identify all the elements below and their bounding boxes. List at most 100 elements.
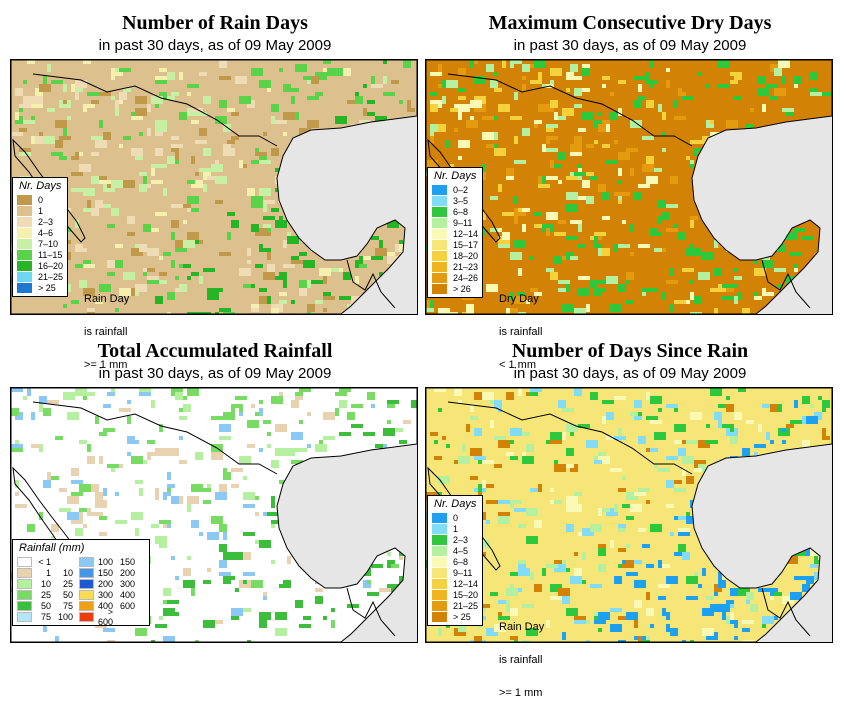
map-canvas [426, 388, 832, 642]
legend-item: 9–11 [432, 567, 478, 578]
legend-swatch [17, 556, 32, 567]
legend-swatch [432, 283, 447, 294]
legend-total-rainfall: Rainfall (mm) < 1 1 10 10 25 25 50 50 75 75 100 10… [12, 539, 150, 627]
legend-item: 400 600 [79, 600, 135, 611]
map-canvas [11, 60, 417, 314]
legend-swatch [17, 611, 32, 622]
legend-swatch [432, 239, 447, 250]
legend-swatch [432, 512, 447, 523]
legend-swatch [79, 567, 94, 578]
legend-item: 75 100 [17, 611, 73, 622]
legend-item: 12–14 [432, 228, 478, 239]
legend-low: 50 [40, 600, 51, 611]
legend-label: 21–25 [38, 271, 64, 282]
note-line: Rain Day [499, 621, 545, 633]
legend-item: 11–15 [17, 249, 63, 260]
legend-swatch [17, 282, 32, 293]
legend-label: 9–11 [453, 217, 473, 228]
panel-subtitle: in past 30 days, as of 09 May 2009 [98, 37, 332, 54]
legend-high: 200 [119, 567, 135, 578]
legend-item: 6–8 [432, 206, 478, 217]
legend-high: 600 [119, 600, 135, 611]
legend-label: 6–8 [453, 206, 469, 217]
legend-item: > 600 [79, 607, 135, 627]
legend-low: > 600 [97, 606, 113, 627]
legend-item: 0 [17, 194, 63, 205]
legend-title: Rainfall (mm) [19, 542, 85, 554]
us-mexico-border [447, 73, 693, 147]
legend-low: 300 [97, 589, 113, 600]
note-line: is rainfall [499, 326, 543, 338]
legend-item: 9–11 [432, 217, 478, 228]
legend-item: > 26 [432, 283, 478, 294]
legend-label: 12–14 [453, 228, 479, 239]
legend-swatch [432, 567, 447, 578]
legend-swatch [17, 238, 32, 249]
legend-swatch [432, 195, 447, 206]
legend-label: 4–6 [38, 227, 54, 238]
legend-item: 21–23 [432, 261, 478, 272]
legend-label: 0 [38, 194, 44, 205]
legend-swatch [17, 260, 32, 271]
legend-label: 2–3 [38, 216, 54, 227]
legend-label: 4–5 [453, 545, 469, 556]
legend-swatch [432, 272, 447, 283]
legend-low: 25 [40, 589, 51, 600]
legend-swatch [79, 611, 94, 622]
legend-swatch [79, 556, 94, 567]
panel-title: Maximum Consecutive Dry Days [488, 12, 772, 34]
legend-item: > 25 [17, 282, 63, 293]
legend-label: 0–2 [453, 184, 469, 195]
legend-label: > 25 [38, 282, 56, 293]
legend-label: 18–20 [453, 250, 479, 261]
legend-item: 16–20 [17, 260, 63, 271]
legend-swatch [432, 261, 447, 272]
land [426, 388, 832, 642]
legend-label: 3–5 [453, 195, 469, 206]
legend-swatch [432, 217, 447, 228]
legend-item: 21–25 [432, 600, 478, 611]
note-line: >= 1 mm [84, 359, 128, 371]
note-line: >= 1 mm [499, 687, 543, 699]
legend-high: 50 [62, 589, 73, 600]
legend-swatch [432, 556, 447, 567]
legend-max-dry-days: Nr. Days 0–2 3–5 6–8 9–11 12–14 15–17 18–20 21–… [427, 167, 484, 298]
legend-swatch [79, 589, 94, 600]
panel-title: Total Accumulated Rainfall [97, 340, 333, 362]
legend-swatch [432, 545, 447, 556]
central-america-border [346, 587, 396, 637]
legend-item: 0 [432, 512, 478, 523]
legend-days-since-rain: Nr. Days 0 1 2–3 4–5 6–8 9–11 12–14 15–20 21–25 >… [427, 495, 484, 626]
legend-item: 1 [17, 205, 63, 216]
note-line: Dry Day [499, 293, 539, 305]
legend-high: 150 [119, 556, 135, 567]
coastline [426, 60, 832, 314]
note-line: is rainfall [499, 654, 543, 666]
legend-label: 6–8 [453, 556, 469, 567]
legend-item: 10 25 [17, 578, 73, 589]
legend-item: 50 75 [17, 600, 73, 611]
legend-item: 300 400 [79, 589, 135, 600]
legend-rain-days: Nr. Days 0 1 2–3 4–6 7–10 11–15 16–20 21–25 > 25 [12, 177, 69, 297]
note-line: < 1 mm [499, 359, 536, 371]
legend-item: 25 50 [17, 589, 73, 600]
panel-title: Number of Rain Days [122, 12, 308, 34]
legend-item: 3–5 [432, 195, 478, 206]
legend-swatch [17, 194, 32, 205]
legend-swatch [432, 534, 447, 545]
legend-high: 75 [62, 600, 73, 611]
legend-item: 200 300 [79, 578, 135, 589]
us-mexico-border [32, 73, 278, 147]
us-mexico-border [32, 401, 278, 475]
legend-label: 2–3 [453, 534, 469, 545]
legend-label: 1 [38, 205, 44, 216]
coastline [11, 60, 417, 314]
legend-note: Rain Day is rainfall >= 1 mm [499, 600, 544, 721]
legend-swatch [79, 600, 94, 611]
legend-low: 100 [97, 556, 113, 567]
legend-item: 6–8 [432, 556, 478, 567]
legend-swatch [432, 184, 447, 195]
legend-label: > 25 [453, 611, 471, 622]
legend-low: 200 [97, 578, 113, 589]
legend-item: 18–20 [432, 250, 478, 261]
